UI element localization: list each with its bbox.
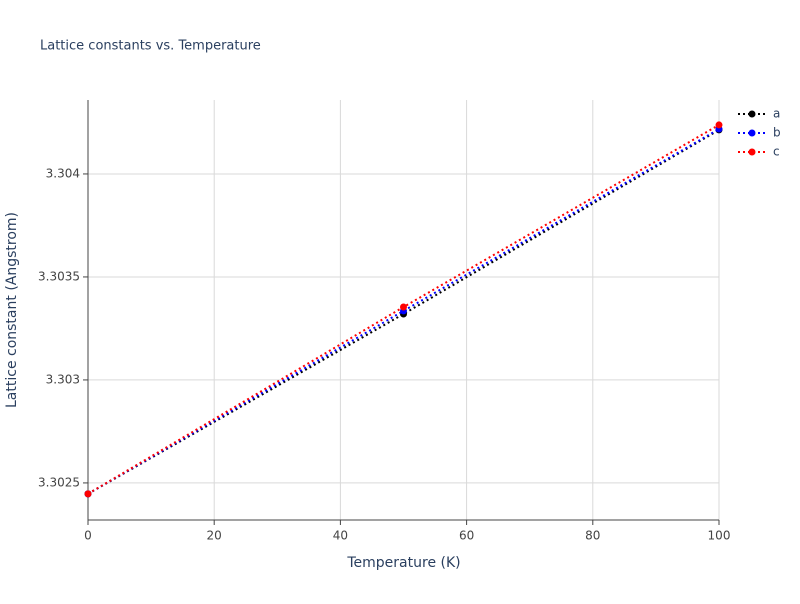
x-tick-label: 100 — [708, 529, 731, 543]
x-axis-title: Temperature (K) — [346, 555, 460, 571]
y-tick-label: 3.304 — [46, 166, 80, 180]
data-point — [715, 121, 723, 129]
legend-label: b — [773, 126, 781, 140]
legend-marker — [748, 148, 756, 156]
legend-marker — [748, 110, 756, 118]
y-tick-label: 3.3035 — [38, 269, 80, 283]
legend-label: a — [773, 107, 780, 121]
x-tick-label: 60 — [459, 529, 474, 543]
x-tick-label: 80 — [585, 529, 600, 543]
data-point — [400, 303, 407, 311]
legend-label: c — [773, 145, 780, 159]
chart-title: Lattice constants vs. Temperature — [40, 39, 261, 54]
y-axis-title: Lattice constant (Angstrom) — [4, 212, 20, 408]
x-tick-label: 40 — [333, 529, 348, 543]
data-point — [84, 490, 92, 498]
x-tick-label: 0 — [84, 529, 92, 543]
y-tick-label: 3.3025 — [38, 475, 80, 489]
legend-marker — [748, 129, 756, 137]
y-tick-label: 3.303 — [46, 372, 80, 386]
x-tick-label: 20 — [207, 529, 222, 543]
series-line — [87, 128, 720, 495]
